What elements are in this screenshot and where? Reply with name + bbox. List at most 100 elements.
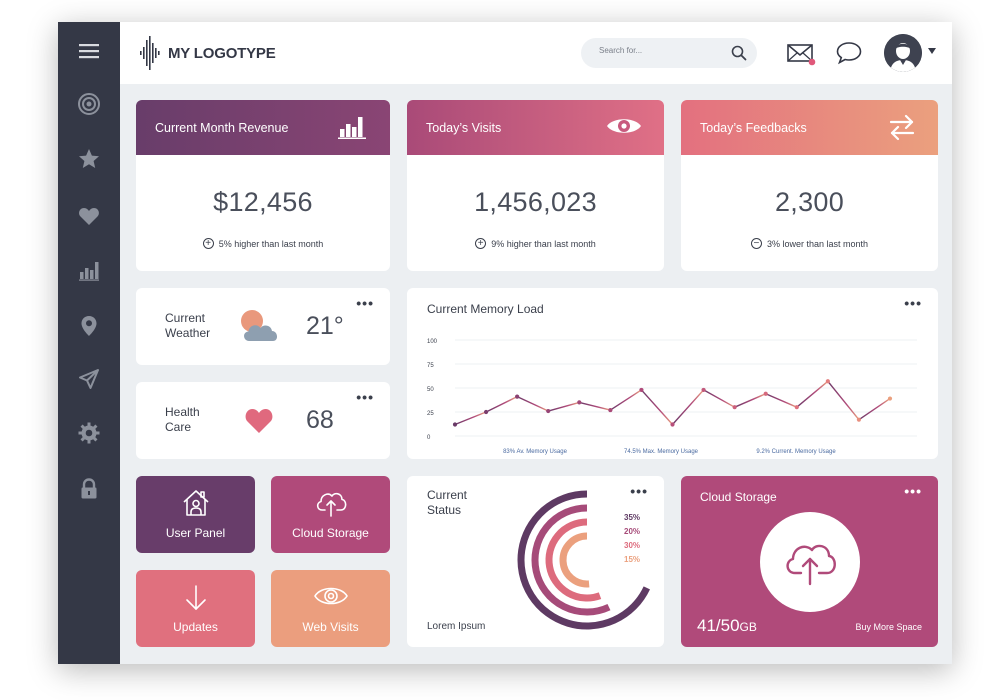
radial-bar <box>559 532 590 588</box>
radial-status-chart: 35% 20% 30% 15% <box>517 490 650 630</box>
user-panel-tile[interactable]: User Panel <box>136 476 255 553</box>
kpi-card-visits: Today’s Visits 1,456,023 + 9% higher tha… <box>407 100 664 271</box>
weather-label-line2: Weather <box>165 326 211 340</box>
target-icon[interactable] <box>72 87 106 121</box>
lock-icon[interactable] <box>72 472 106 506</box>
swap-arrows-icon <box>889 114 915 141</box>
kpi-title: Today’s Feedbacks <box>700 120 807 135</box>
cloud-storage-card: Cloud Storage ••• 41/50GB Buy More Space <box>681 476 938 647</box>
kpi-title: Today’s Visits <box>426 120 502 135</box>
kpi-header: Today’s Feedbacks <box>681 100 938 155</box>
data-point <box>546 408 551 414</box>
logo[interactable]: MY LOGOTYPE <box>140 36 276 70</box>
send-icon[interactable] <box>72 362 106 396</box>
kpi-note: 5% higher than last month <box>218 238 324 249</box>
search-box <box>581 38 757 68</box>
series-segment <box>454 411 487 426</box>
series-segment <box>485 396 518 413</box>
weather-value: 21° <box>306 312 344 340</box>
dashboard-frame: MY LOGOTYPE <box>58 22 952 664</box>
kpi-trend: + 5% higher than last month <box>136 238 390 249</box>
logo-text: MY LOGOTYPE <box>168 44 276 62</box>
radial-bar-label: 15% <box>624 555 640 564</box>
data-point <box>887 396 893 401</box>
buy-more-space-link[interactable]: Buy More Space <box>855 622 922 632</box>
kpi-value: $12,456 <box>213 187 313 217</box>
kpi-note: 3% lower than last month <box>766 238 869 249</box>
status-footer: Lorem Ipsum <box>427 621 486 632</box>
more-options-icon[interactable]: ••• <box>356 295 374 311</box>
bar-chart-icon[interactable] <box>72 253 106 287</box>
y-tick-label: 50 <box>427 387 434 393</box>
weather-label-line1: Current <box>165 311 206 325</box>
gear-icon[interactable] <box>72 416 106 450</box>
heart-icon[interactable] <box>72 199 106 233</box>
kpi-card-revenue: Current Month Revenue $12,456 + 5% highe… <box>136 100 390 271</box>
status-title: Current Status <box>427 488 468 517</box>
tile-label: Web Visits <box>302 620 359 634</box>
more-options-icon[interactable]: ••• <box>904 295 922 311</box>
web-visits-tile[interactable]: Web Visits <box>271 570 390 647</box>
radial-bar <box>517 490 650 630</box>
chart-annotation: 9.2% Current. Memory Usage <box>756 449 836 455</box>
memory-line-chart: 0 25 50 75 100 83% Av. Memory Usage 74.5% Max.… <box>427 339 917 455</box>
data-point <box>515 394 520 399</box>
heart-icon <box>245 409 273 433</box>
data-point <box>825 379 830 384</box>
memory-load-card: Current Memory Load ••• 0 25 50 75 100 83% Av… <box>407 288 938 459</box>
kpi-trend: − 3% lower than last month <box>681 238 938 249</box>
chart-annotation: 74.5% Max. Memory Usage <box>624 449 699 455</box>
data-point <box>670 422 675 427</box>
search-input[interactable] <box>599 46 719 55</box>
kpi-note: 9% higher than last month <box>491 238 596 249</box>
kpi-card-feedbacks: Today’s Feedbacks 2,300 − 3% lower than … <box>681 100 938 271</box>
eye-icon <box>607 119 641 133</box>
cloud-storage-tile[interactable]: Cloud Storage <box>271 476 390 553</box>
y-tick-label: 100 <box>427 339 438 345</box>
sidebar <box>58 22 120 664</box>
data-point <box>794 405 799 410</box>
sound-wave-icon <box>140 36 160 70</box>
series-segment <box>765 393 798 408</box>
notification-dot <box>808 58 816 66</box>
weather-card: ••• Current Weather 21° <box>136 288 390 365</box>
user-avatar-icon <box>884 34 922 72</box>
series-segment <box>671 389 705 425</box>
series-segment <box>609 389 642 411</box>
location-pin-icon[interactable] <box>72 309 106 343</box>
y-tick-label: 75 <box>427 363 434 369</box>
more-options-icon[interactable]: ••• <box>356 389 374 405</box>
chevron-down-icon[interactable] <box>928 48 936 54</box>
series-segment <box>858 397 891 421</box>
storage-used: 41/50 <box>697 616 740 635</box>
data-point <box>577 400 582 405</box>
series-segment <box>579 401 611 411</box>
more-options-icon[interactable]: ••• <box>904 483 922 499</box>
chat-icon[interactable] <box>835 40 863 66</box>
tile-label: Cloud Storage <box>292 526 369 540</box>
cloud-title: Cloud Storage <box>700 490 777 504</box>
avatar[interactable] <box>884 34 922 72</box>
health-label: Health Care <box>165 405 200 435</box>
menu-icon[interactable] <box>72 34 106 68</box>
more-options-icon[interactable]: ••• <box>630 483 648 499</box>
series-segment <box>548 401 580 412</box>
tile-label: User Panel <box>165 526 226 540</box>
search-icon[interactable] <box>731 45 747 61</box>
radial-bar <box>545 518 602 602</box>
series-segment <box>796 380 829 408</box>
kpi-header: Today’s Visits <box>407 100 664 155</box>
series-segment <box>640 389 674 425</box>
minus-circle-icon: − <box>750 238 762 249</box>
cloud-upload-icon <box>786 544 836 586</box>
cloud-upload-button[interactable] <box>760 512 860 612</box>
radial-bar-label: 35% <box>624 513 640 522</box>
health-value: 68 <box>306 406 334 434</box>
data-point <box>701 387 706 393</box>
data-point <box>639 387 644 393</box>
updates-tile[interactable]: Updates <box>136 570 255 647</box>
star-icon[interactable] <box>72 142 106 176</box>
radial-bar-label: 20% <box>624 527 640 536</box>
mail-icon[interactable] <box>786 42 816 68</box>
plus-circle-icon: + <box>202 238 214 249</box>
